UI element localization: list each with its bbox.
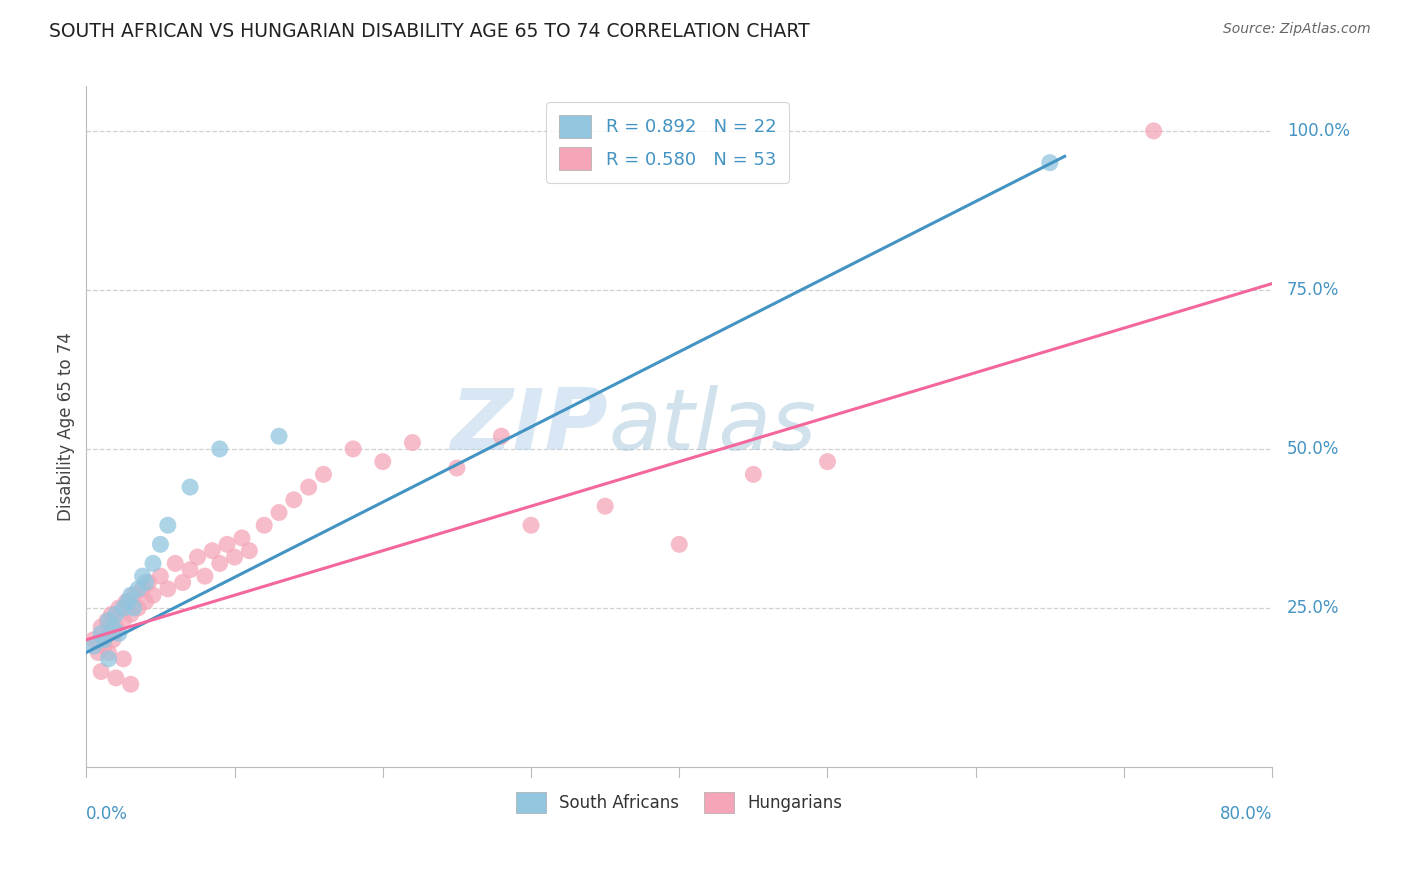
Point (112, 652, 135, 666)
Point (127, 582, 149, 596)
Point (96, 614, 118, 628)
Point (172, 575, 194, 590)
Point (156, 582, 179, 596)
Point (138, 575, 160, 590)
Point (135, 594, 157, 608)
Point (1142, 124, 1164, 138)
Point (90, 665, 112, 679)
Point (97, 645, 120, 659)
Point (101, 620, 124, 634)
Point (135, 575, 157, 590)
Point (108, 626, 131, 640)
Point (342, 442, 364, 456)
Point (122, 588, 145, 602)
Point (283, 492, 305, 507)
Point (117, 594, 139, 608)
Point (104, 607, 127, 622)
Point (186, 550, 208, 565)
Point (208, 442, 231, 456)
Text: 0.0%: 0.0% (86, 805, 128, 823)
Point (104, 671, 127, 685)
Point (131, 569, 153, 583)
Point (742, 467, 765, 482)
Point (90, 626, 112, 640)
Point (298, 480, 321, 494)
Point (593, 499, 616, 513)
Point (267, 506, 290, 520)
Point (817, 455, 839, 469)
Text: SOUTH AFRICAN VS HUNGARIAN DISABILITY AGE 65 TO 74 CORRELATION CHART: SOUTH AFRICAN VS HUNGARIAN DISABILITY AG… (49, 22, 810, 41)
Point (149, 537, 172, 551)
Text: 25.0%: 25.0% (1286, 599, 1340, 617)
Point (520, 518, 543, 533)
Point (127, 601, 149, 615)
Point (131, 582, 153, 596)
Point (93, 632, 115, 647)
Point (87, 645, 110, 659)
Point (165, 557, 187, 571)
Text: ZIP: ZIP (450, 385, 607, 468)
Point (142, 557, 165, 571)
Point (156, 518, 179, 533)
Text: 100.0%: 100.0% (1286, 122, 1350, 140)
Point (90, 620, 112, 634)
Point (224, 550, 246, 565)
Point (112, 601, 135, 615)
Point (231, 531, 253, 545)
Point (83, 639, 105, 653)
Point (371, 455, 394, 469)
Text: 75.0%: 75.0% (1286, 281, 1340, 299)
Point (108, 601, 131, 615)
Point (120, 588, 142, 602)
Point (217, 537, 239, 551)
Point (142, 588, 165, 602)
Point (267, 429, 290, 443)
Point (122, 601, 145, 615)
Point (104, 620, 127, 634)
Point (179, 480, 201, 494)
Point (238, 543, 260, 558)
Y-axis label: Disability Age 65 to 74: Disability Age 65 to 74 (58, 332, 75, 521)
Point (149, 569, 172, 583)
Point (115, 594, 138, 608)
Point (93, 639, 115, 653)
Text: #b8d4ea: #b8d4ea (676, 426, 682, 427)
Text: Source: ZipAtlas.com: Source: ZipAtlas.com (1223, 22, 1371, 37)
Point (491, 429, 513, 443)
Point (120, 607, 142, 622)
Point (100, 607, 122, 622)
Point (401, 435, 423, 450)
Point (312, 467, 335, 482)
Point (120, 677, 142, 691)
Point (179, 563, 201, 577)
Point (112, 614, 135, 628)
Point (208, 557, 231, 571)
Point (97, 614, 120, 628)
Point (194, 569, 217, 583)
Point (101, 632, 124, 647)
Point (97, 652, 120, 666)
Text: atlas: atlas (607, 385, 815, 468)
Text: 50.0%: 50.0% (1286, 440, 1340, 458)
Point (97, 626, 120, 640)
Legend: South Africans, Hungarians: South Africans, Hungarians (509, 785, 849, 820)
Point (446, 461, 468, 475)
Point (1039, 155, 1062, 169)
Point (253, 518, 276, 533)
Point (668, 537, 690, 551)
Point (201, 543, 224, 558)
Point (83, 632, 105, 647)
Text: 80.0%: 80.0% (1220, 805, 1272, 823)
